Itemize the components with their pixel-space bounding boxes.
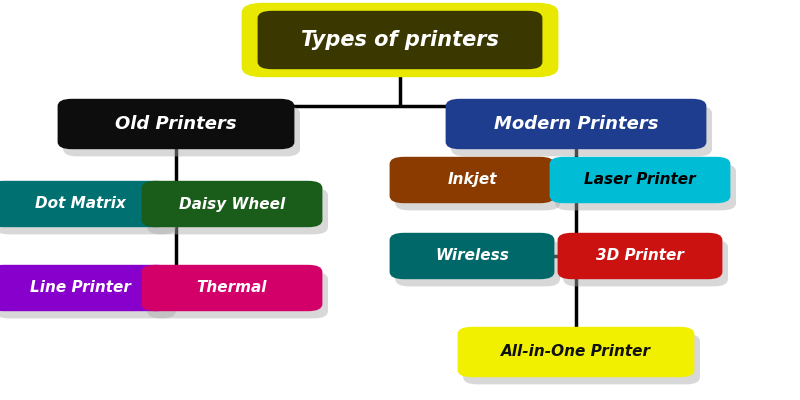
FancyBboxPatch shape [463,334,700,384]
FancyBboxPatch shape [142,265,322,311]
FancyBboxPatch shape [395,240,560,286]
Text: Line Printer: Line Printer [30,280,130,296]
Text: Thermal: Thermal [197,280,267,296]
Text: Dot Matrix: Dot Matrix [34,196,126,212]
FancyBboxPatch shape [0,272,176,318]
FancyBboxPatch shape [142,181,322,227]
FancyBboxPatch shape [558,233,722,279]
Text: Old Printers: Old Printers [115,115,237,133]
FancyBboxPatch shape [451,106,712,156]
FancyBboxPatch shape [263,18,548,76]
FancyBboxPatch shape [390,157,554,203]
FancyBboxPatch shape [242,3,558,77]
FancyBboxPatch shape [0,188,176,234]
FancyBboxPatch shape [395,164,560,210]
FancyBboxPatch shape [563,240,728,286]
FancyBboxPatch shape [63,106,300,156]
FancyBboxPatch shape [147,188,328,234]
FancyBboxPatch shape [0,181,170,227]
FancyBboxPatch shape [390,233,554,279]
Text: Daisy Wheel: Daisy Wheel [179,196,285,212]
Text: Wireless: Wireless [435,248,509,264]
FancyBboxPatch shape [446,99,706,149]
Text: Types of printers: Types of printers [301,30,499,50]
Text: Modern Printers: Modern Printers [494,115,658,133]
Text: Inkjet: Inkjet [447,172,497,188]
FancyBboxPatch shape [0,265,170,311]
FancyBboxPatch shape [458,327,694,377]
FancyBboxPatch shape [258,11,542,69]
FancyBboxPatch shape [58,99,294,149]
FancyBboxPatch shape [555,164,736,210]
Text: Laser Printer: Laser Printer [584,172,696,188]
Text: All-in-One Printer: All-in-One Printer [501,344,651,360]
FancyBboxPatch shape [147,272,328,318]
FancyBboxPatch shape [550,157,730,203]
Text: 3D Printer: 3D Printer [596,248,684,264]
